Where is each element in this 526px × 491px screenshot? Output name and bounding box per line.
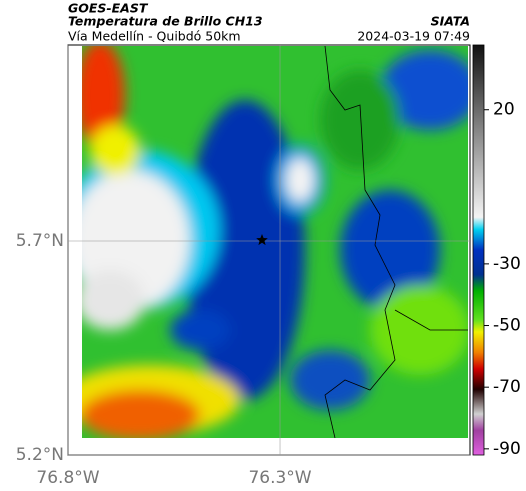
timestamp: 2024-03-19 07:49 <box>357 29 470 44</box>
product-title: Temperatura de Brillo CH13 <box>68 14 263 29</box>
lat-tick-label: 5.2°N <box>16 445 64 465</box>
lon-tick-label: 76.3°W <box>248 468 311 488</box>
location-marker <box>256 234 268 246</box>
source-title: GOES-EAST <box>68 1 149 16</box>
colorbar-tick-label: -70 <box>493 377 521 397</box>
lon-tick-label: 76.8°W <box>36 468 99 488</box>
satellite-image <box>82 46 468 438</box>
colorbar-tick-label: -50 <box>493 316 521 336</box>
colorbar-tick-label: 20 <box>493 100 515 120</box>
subtitle: Vía Medellín - Quibdó 50km <box>68 29 241 44</box>
colorbar <box>472 44 485 456</box>
colorbar-tick-label: -30 <box>493 254 521 274</box>
organization: SIATA <box>431 14 470 29</box>
colorbar-tick-label: -90 <box>493 439 521 459</box>
lat-tick-label: 5.7°N <box>16 231 64 251</box>
